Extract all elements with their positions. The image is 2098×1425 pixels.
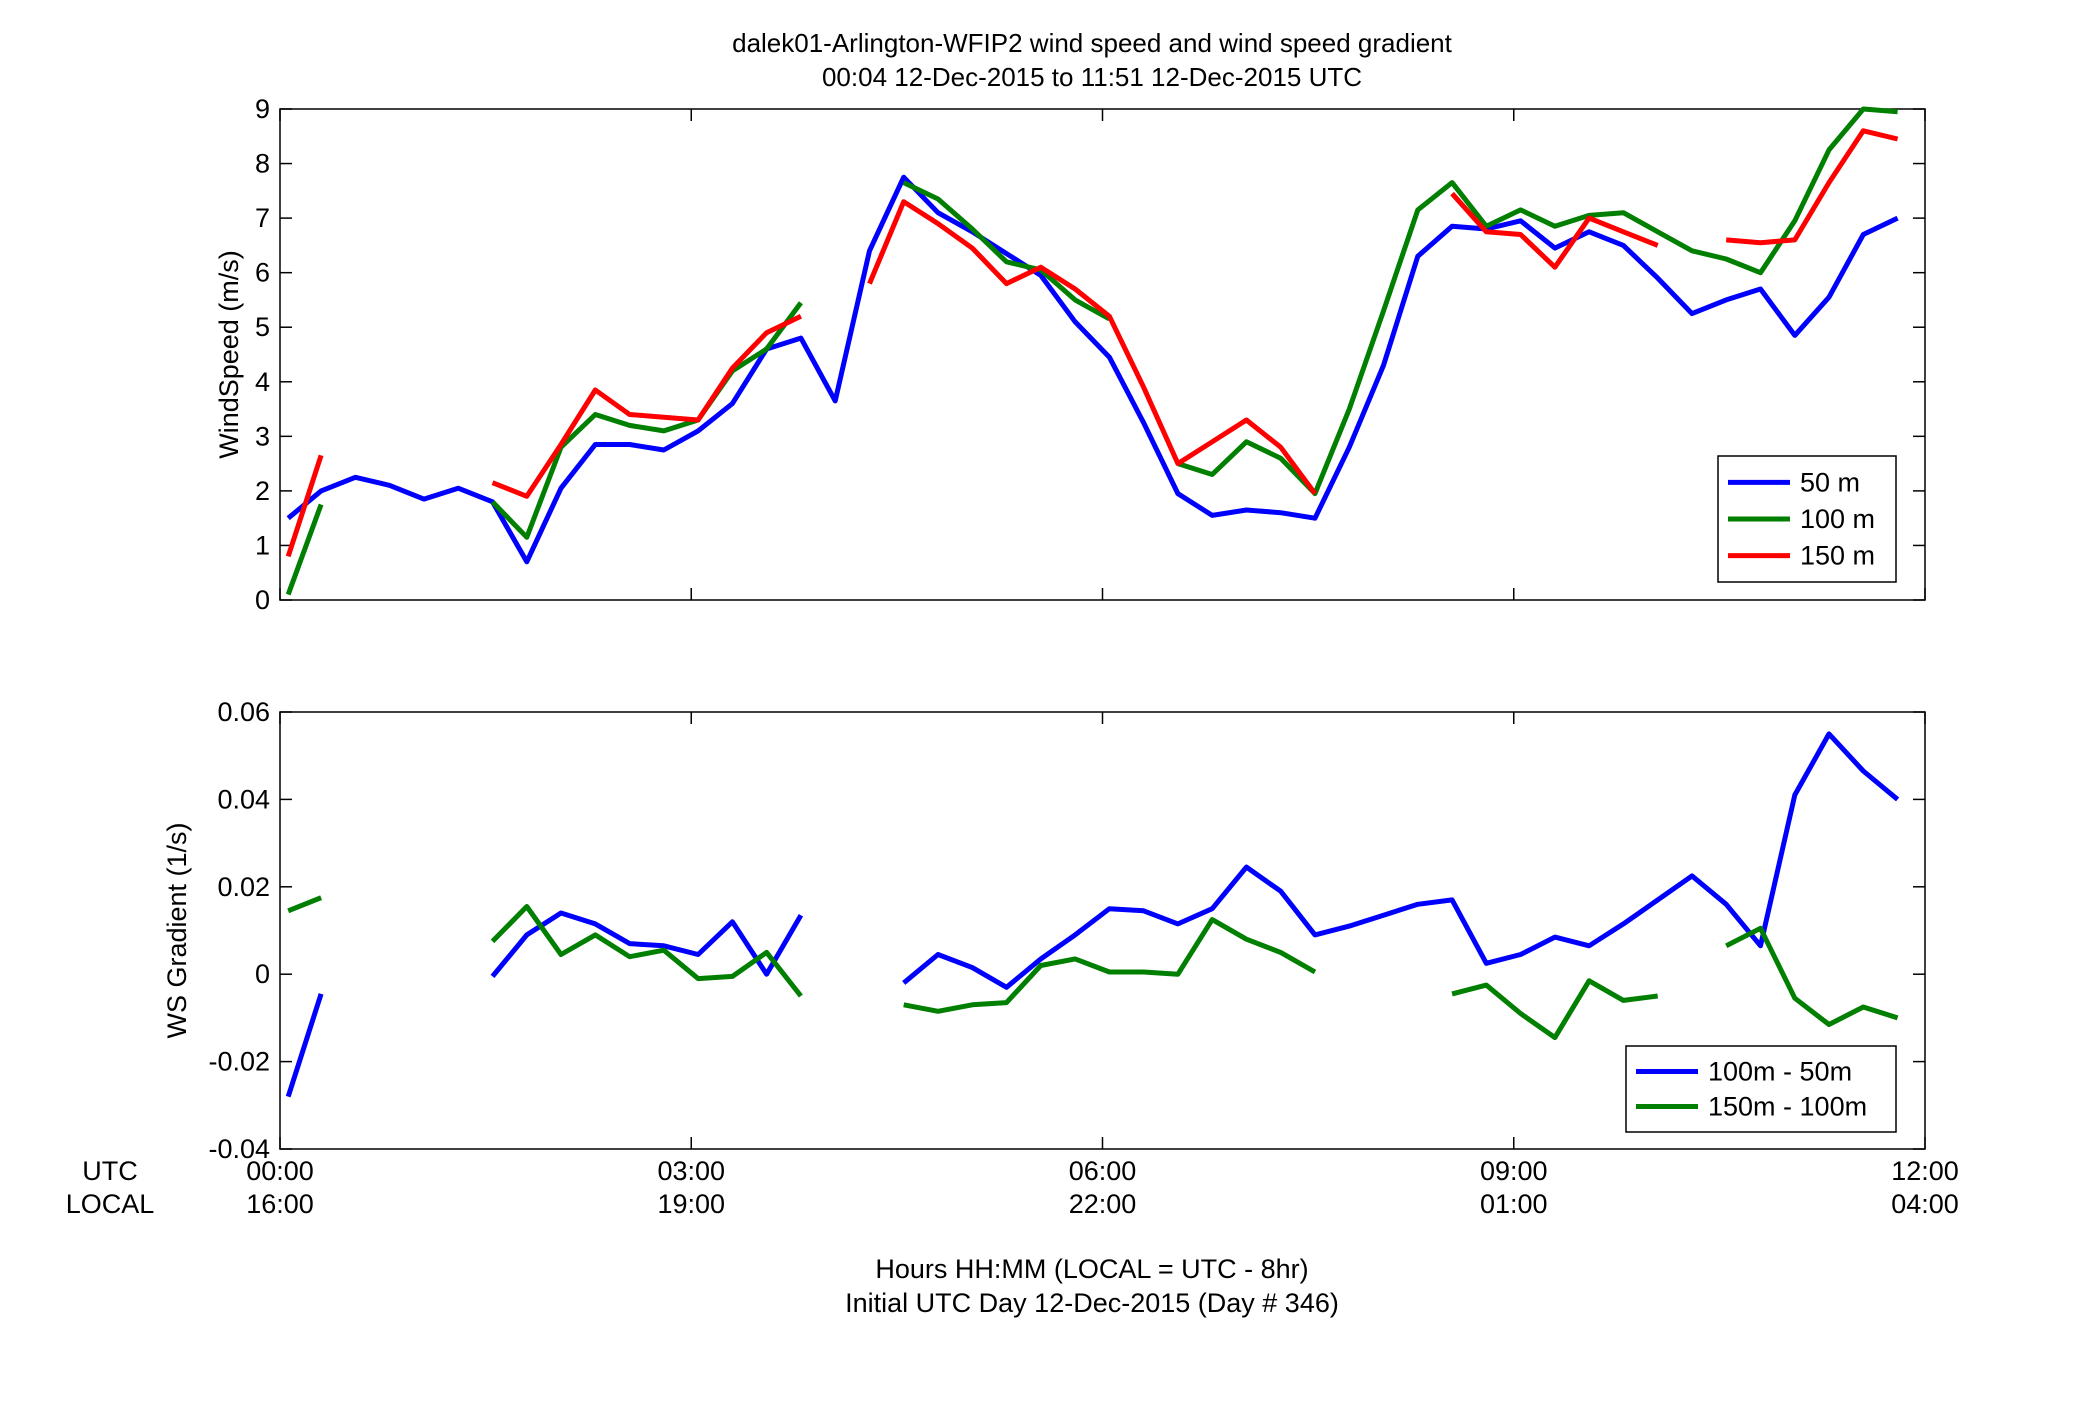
legend-box	[1625, 1045, 1897, 1133]
series-line-50-m	[286, 174, 1899, 565]
series-line-150m-100m	[903, 917, 1317, 1014]
wind-speed-panel: 0 1 2 3 4 5 6 7 8 9 WindSpeed (m/s) 50 m 100 m 150 m	[214, 94, 1926, 615]
x-tick-label-local: 22:00	[1069, 1189, 1137, 1219]
y-axis-label: WS Gradient (1/s)	[162, 822, 192, 1038]
series-line-150m-100m	[1451, 978, 1659, 1041]
x-tick-label-local: 16:00	[246, 1189, 314, 1219]
x-tick-label-local: 19:00	[657, 1189, 725, 1219]
series-line-150-m	[867, 199, 1318, 496]
y-tick-label: 4	[255, 367, 270, 397]
series-line-100m-50m	[490, 910, 804, 978]
series-line-150-m	[1725, 128, 1899, 246]
series-lines	[285, 106, 1899, 596]
y-tick-label: 1	[255, 530, 270, 560]
y-tick-label: 2	[255, 476, 270, 506]
utc-row-label: UTC	[82, 1156, 138, 1186]
x-tick-label-utc: 09:00	[1480, 1156, 1548, 1186]
title-line-1: dalek01-Arlington-WFIP2 wind speed and w…	[732, 28, 1453, 58]
series-line-150m-100m	[287, 895, 323, 914]
y-tick-label: 6	[255, 258, 270, 288]
y-axis-label: WindSpeed (m/s)	[214, 250, 244, 459]
y-tick-label: 0.02	[217, 872, 270, 902]
x-tick-label-utc: 06:00	[1069, 1156, 1137, 1186]
series-line-150-m	[1450, 191, 1659, 270]
y-tick-label: 5	[255, 312, 270, 342]
y-tick-label: -0.04	[208, 1134, 270, 1164]
x-axis-label-line-1: Hours HH:MM (LOCAL = UTC - 8hr)	[875, 1254, 1308, 1284]
y-tick-label: 0.06	[217, 697, 270, 727]
x-axis-label-line-2: Initial UTC Day 12-Dec-2015 (Day # 346)	[845, 1288, 1339, 1318]
title-line-2: 00:04 12-Dec-2015 to 11:51 12-Dec-2015 U…	[822, 62, 1362, 92]
y-tick-label: -0.02	[208, 1047, 270, 1077]
series-line-100-m	[285, 503, 324, 596]
series-line-100-m	[1177, 106, 1898, 497]
y-tick-label: 9	[255, 94, 270, 124]
series-line-100-m	[490, 301, 803, 540]
ws-gradient-panel: -0.04 -0.02 0 0.02 0.04 0.06 WS Gradient (1/s)…	[162, 697, 1926, 1164]
y-tick-label: 8	[255, 149, 270, 179]
x-tick-label-local: 01:00	[1480, 1189, 1548, 1219]
legend-label-100-m: 100 m	[1800, 504, 1875, 534]
series-line-150m-100m	[1725, 925, 1899, 1027]
local-row-label: LOCAL	[66, 1189, 155, 1219]
y-tick-label: 0	[255, 959, 270, 989]
plot-frame	[279, 108, 1926, 601]
series-line-150m-100m	[490, 904, 803, 998]
legend: 100m - 50m 150m - 100m	[1625, 1045, 1897, 1133]
x-tick-label-local: 04:00	[1891, 1189, 1959, 1219]
series-line-100-m	[902, 180, 1111, 322]
y-tick-label: 7	[255, 203, 270, 233]
series-lines	[285, 731, 1900, 1098]
series-line-100m-50m	[285, 993, 324, 1098]
legend-label-100m-50m: 100m - 50m	[1708, 1057, 1852, 1087]
series-line-150-m	[285, 454, 324, 558]
legend-label-50-m: 50 m	[1800, 467, 1860, 497]
legend-label-150m-100m: 150m - 100m	[1708, 1092, 1867, 1122]
legend-label-150-m: 150 m	[1800, 541, 1875, 571]
legend: 50 m 100 m 150 m	[1717, 455, 1897, 583]
x-tick-label-utc: 00:00	[246, 1156, 314, 1186]
x-tick-label-utc: 12:00	[1891, 1156, 1959, 1186]
series-line-150-m	[491, 314, 802, 499]
y-tick-label: 0	[255, 585, 270, 615]
y-tick-label: 0.04	[217, 784, 270, 814]
x-tick-label-utc: 03:00	[657, 1156, 725, 1186]
series-line-100m-50m	[902, 731, 1900, 990]
y-tick-label: 3	[255, 421, 270, 451]
